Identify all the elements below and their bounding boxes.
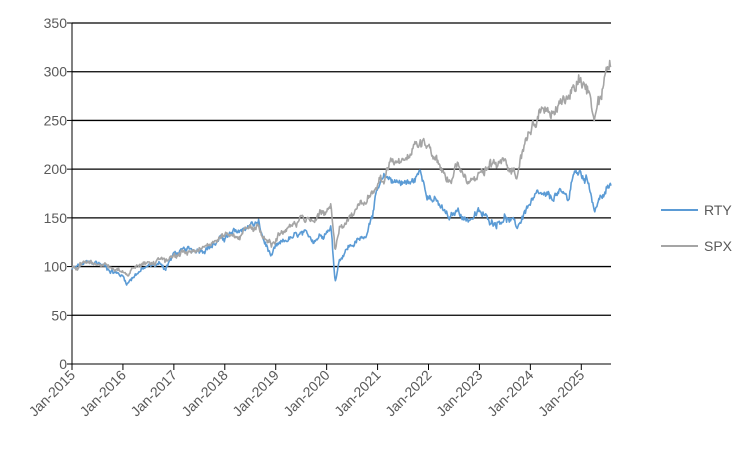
x-tick-label: Jan-2019 [229, 367, 282, 420]
x-tick-label: Jan-2015 [26, 367, 79, 420]
x-tick-label: Jan-2018 [178, 367, 231, 420]
legend-label-rty: RTY [704, 202, 732, 218]
x-tick-label: Jan-2025 [535, 367, 588, 420]
legend: RTY SPX [661, 202, 733, 254]
series-line-rty [71, 169, 612, 286]
x-tick-label: Jan-2024 [484, 367, 537, 420]
x-tick-label: Jan-2017 [127, 367, 180, 420]
y-axis-tick-labels: 0 50 100 150 200 250 300 350 [44, 15, 68, 372]
y-tick-label: 50 [51, 307, 67, 323]
y-tick-label: 0 [59, 356, 67, 372]
x-tick-label: Jan-2021 [331, 367, 384, 420]
series-line-spx [71, 59, 612, 277]
y-tick-label: 300 [44, 64, 68, 80]
x-tick-label: Jan-2020 [280, 367, 333, 420]
y-tick-label: 150 [44, 210, 68, 226]
y-tick-label: 200 [44, 161, 68, 177]
x-tick-label: Jan-2016 [76, 367, 129, 420]
y-tick-label: 250 [44, 112, 68, 128]
x-tick-label: Jan-2023 [433, 367, 486, 420]
y-tick-label: 100 [44, 259, 68, 275]
x-tick-label: Jan-2022 [382, 367, 435, 420]
series-lines [71, 59, 612, 286]
gridlines [67, 22, 611, 365]
legend-label-spx: SPX [704, 238, 733, 254]
y-tick-label: 350 [44, 15, 68, 31]
x-axis-tick-marks [71, 364, 582, 370]
x-axis-tick-labels: Jan-2015Jan-2016Jan-2017Jan-2018Jan-2019… [26, 367, 588, 420]
